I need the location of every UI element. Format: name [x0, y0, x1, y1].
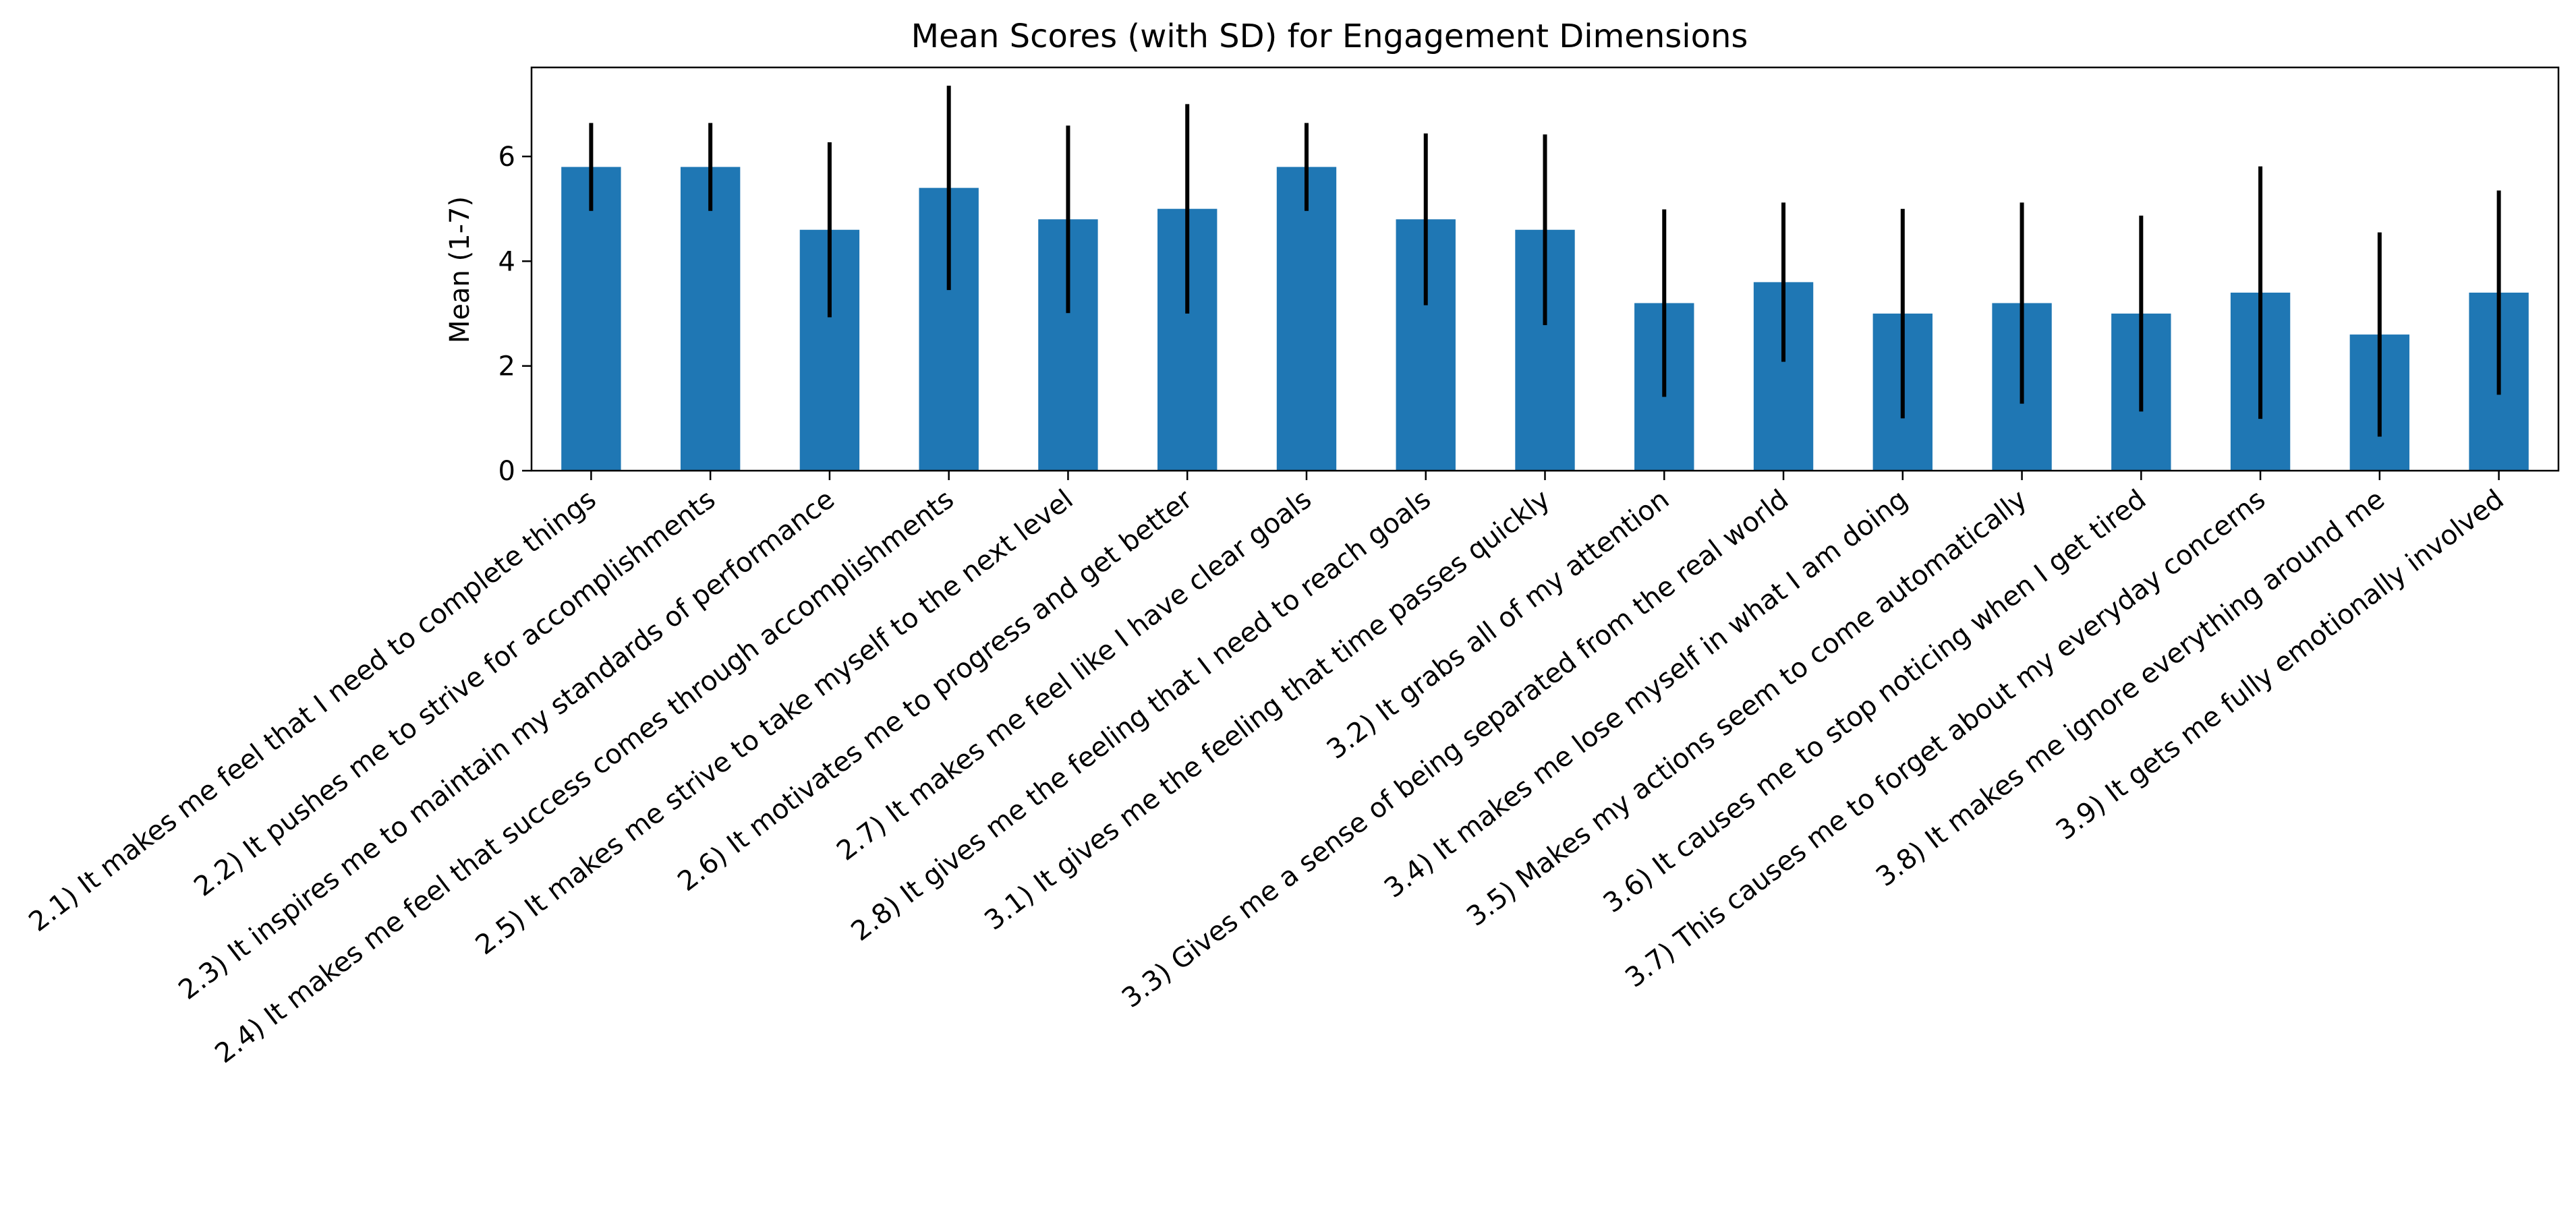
- y-tick-label: 2: [498, 351, 515, 382]
- y-tick-label: 4: [498, 246, 515, 277]
- bar: [561, 167, 621, 471]
- error-bars-layer: [589, 86, 2501, 437]
- bar: [1276, 167, 1337, 471]
- x-tick-label: 3.9) It gets me fully emotionally involv…: [2051, 484, 2510, 846]
- x-tick-label: 2.8) It gives me the feeling that I need…: [846, 484, 1437, 947]
- y-ticks-layer: 0 2 4 6: [498, 142, 532, 487]
- x-tick-label: 3.5) Makes my actions seem to come autom…: [1461, 484, 2032, 932]
- x-tick-label: 3.6) It causes me to stop noticing when …: [1598, 484, 2152, 919]
- y-tick-label: 6: [498, 142, 515, 173]
- y-tick-label: 0: [498, 456, 515, 487]
- x-tick-label: 3.1) It gives me the feeling that time p…: [979, 484, 1555, 936]
- x-tick-label: 2.1) It makes me feel that I need to com…: [23, 484, 602, 937]
- bar: [680, 167, 741, 471]
- plot-frame: [530, 66, 2560, 472]
- bars-layer: [561, 167, 2529, 471]
- chart-title: Mean Scores (with SD) for Engagement Dim…: [911, 18, 1748, 55]
- x-ticks-layer: 2.1) It makes me feel that I need to com…: [23, 471, 2510, 1070]
- y-axis-label: Mean (1-7): [445, 196, 476, 343]
